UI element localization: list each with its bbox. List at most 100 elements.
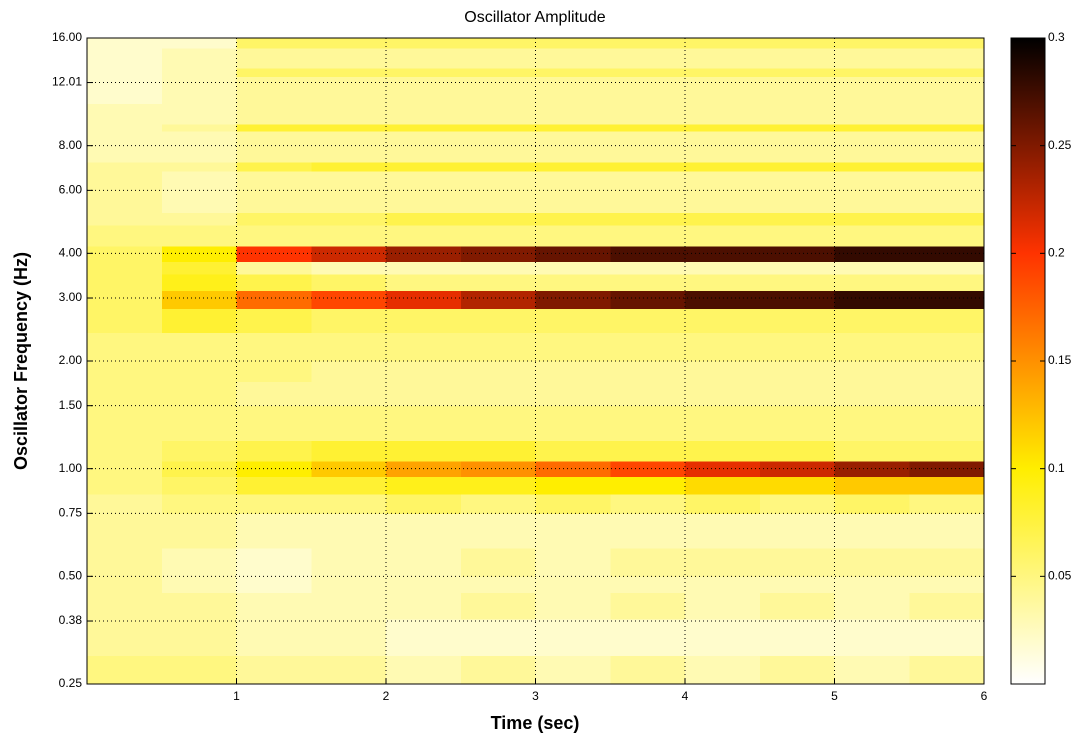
heatmap-cell (610, 212, 686, 226)
heatmap-cell (685, 476, 761, 495)
y-tick-label: 6.00 (59, 183, 83, 197)
heatmap-cell (535, 130, 611, 147)
heatmap-cell (685, 332, 761, 362)
heatmap-cell (87, 308, 163, 334)
heatmap-cell (759, 655, 835, 685)
heatmap-cell (535, 212, 611, 226)
heatmap-cell (311, 261, 387, 275)
heatmap-cell (311, 212, 387, 226)
heatmap-cell (87, 592, 163, 620)
heatmap-cell (311, 513, 387, 549)
heatmap-cell (685, 212, 761, 226)
heatmap-cell (236, 576, 312, 594)
heatmap-cell (386, 190, 462, 214)
heatmap-cell (87, 212, 163, 226)
heatmap-cell (759, 145, 835, 163)
heatmap-cell (311, 67, 387, 77)
heatmap-cell (161, 618, 237, 657)
heatmap-cell (759, 381, 835, 407)
heatmap-cell (759, 67, 835, 77)
heatmap-cell (87, 476, 163, 495)
heatmap-cell (236, 76, 312, 104)
heatmap-cell (311, 493, 387, 514)
heatmap-cell (759, 103, 835, 125)
heatmap-cell (909, 123, 985, 132)
heatmap-cell (311, 123, 387, 132)
heatmap-cell (161, 361, 237, 383)
heatmap-cell (386, 440, 462, 462)
heatmap-cell (909, 67, 985, 77)
heatmap-cell (834, 190, 910, 214)
y-tick-label: 0.75 (59, 506, 83, 520)
heatmap-cell (161, 103, 237, 125)
heatmap-cell (610, 38, 686, 49)
heatmap-cell (311, 145, 387, 163)
heatmap-cell (386, 576, 462, 594)
colorbar-tick-label: 0.05 (1048, 569, 1072, 583)
heatmap-cell (834, 212, 910, 226)
heatmap-cell (834, 381, 910, 407)
heatmap-cell (161, 274, 237, 291)
heatmap-cell (236, 493, 312, 514)
heatmap-cell (87, 332, 163, 362)
heatmap-cell (610, 103, 686, 125)
heatmap-cell (386, 548, 462, 577)
heatmap-cell (161, 655, 237, 685)
heatmap-cell (909, 225, 985, 247)
heatmap-cell (87, 38, 163, 49)
heatmap-cell (161, 308, 237, 334)
heatmap-cell (834, 405, 910, 441)
heatmap-cell (460, 274, 536, 291)
heatmap-cell (909, 592, 985, 620)
heatmap-cell (87, 361, 163, 383)
heatmap-cell (834, 76, 910, 104)
heatmap-cell (236, 618, 312, 657)
heatmap-cell (236, 103, 312, 125)
heatmap-cell (909, 103, 985, 125)
heatmap-cell (535, 461, 611, 478)
heatmap-cell (834, 493, 910, 514)
heatmap-cell (236, 67, 312, 77)
heatmap-cell (87, 261, 163, 275)
heatmap-cell (236, 170, 312, 191)
heatmap-cell (460, 212, 536, 226)
heatmap-cell (535, 655, 611, 685)
heatmap-cell (834, 332, 910, 362)
heatmap-cell (460, 592, 536, 620)
heatmap-cell (236, 145, 312, 163)
heatmap-cell (759, 461, 835, 478)
heatmap-cell (685, 261, 761, 275)
heatmap-cell (460, 145, 536, 163)
heatmap-cell (87, 145, 163, 163)
heatmap-cell (685, 76, 761, 104)
heatmap-cell (236, 190, 312, 214)
heatmap-cell (759, 38, 835, 49)
heatmap-cell (909, 274, 985, 291)
colorbar (1010, 37, 1046, 685)
heatmap-cell (386, 38, 462, 49)
x-tick-label: 1 (233, 689, 240, 703)
x-axis-label: Time (sec) (491, 713, 580, 733)
heatmap-cell (834, 576, 910, 594)
heatmap-cell (834, 162, 910, 172)
heatmap-cell (535, 332, 611, 362)
heatmap-cell (834, 48, 910, 69)
heatmap-cell (834, 655, 910, 685)
y-tick-label: 1.50 (59, 398, 83, 412)
heatmap-cell (834, 618, 910, 657)
heatmap-cell (535, 290, 611, 310)
heatmap-cell (311, 576, 387, 594)
heatmap-cell (909, 261, 985, 275)
heatmap-cell (535, 513, 611, 549)
heatmap-cell (685, 308, 761, 334)
heatmap-cell (386, 592, 462, 620)
heatmap-cell (909, 332, 985, 362)
heatmap-cell (759, 261, 835, 275)
heatmap-cell (87, 548, 163, 577)
heatmap-cell (610, 48, 686, 69)
heatmap-cell (236, 440, 312, 462)
heatmap-cell (535, 548, 611, 577)
heatmap-cell (311, 655, 387, 685)
heatmap-cell (460, 576, 536, 594)
heatmap-cell (685, 67, 761, 77)
